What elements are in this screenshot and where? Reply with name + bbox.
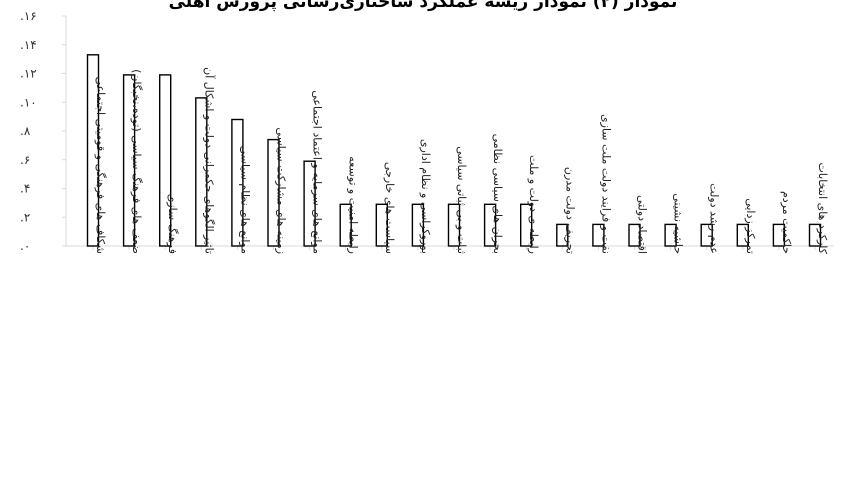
bar <box>303 160 316 247</box>
chart-title: نمودار (۲) نمودار ریشه عملکرد ساختاری‌رس… <box>169 0 678 12</box>
y-tick-label: .۱۲ <box>20 67 37 81</box>
bar <box>231 118 244 247</box>
bar <box>483 203 497 247</box>
bar <box>808 223 822 247</box>
bar <box>592 223 605 247</box>
category-label: موانع های نظام سیاسی <box>238 146 251 254</box>
bar <box>122 74 136 247</box>
bar <box>772 223 786 247</box>
y-tick-label: .۸ <box>20 124 31 138</box>
bar <box>339 203 352 247</box>
bar <box>736 223 749 247</box>
category-label: زمینه های مشارکت سیاسی <box>275 127 288 254</box>
bar <box>520 203 533 247</box>
bar <box>86 54 100 247</box>
category-label: بوروکراسی و نظام اداری <box>419 139 432 254</box>
bar <box>267 138 280 247</box>
category-label: ثبات و بی ثباتی سیاسی <box>455 146 468 254</box>
category-label: تحریف دولت مدرن <box>563 167 576 254</box>
y-tick-label: .۶ <box>20 153 30 167</box>
y-tick-label: .۱۴ <box>20 38 37 52</box>
category-label: حاکمیت مردم <box>780 191 793 254</box>
category-label: موانع های سرمایه و اعتماد اجتماعی <box>311 90 324 254</box>
category-label: سیاست های خارجی <box>383 162 396 254</box>
y-tick-label: .۲ <box>20 210 30 224</box>
bar <box>411 203 425 247</box>
bar <box>195 97 208 247</box>
category-label: کارکرد های انتخابات <box>816 162 829 254</box>
bar-layer <box>86 54 822 247</box>
category-label: حاشیه نشینی <box>672 193 685 254</box>
category-label: رابطه امنیت و توسعه <box>347 156 360 254</box>
category-label: فرهنگ سازی <box>166 194 179 254</box>
category-label-layer: شکاف های فرهنگی و قومیتی اجتماعی ضعف های … <box>94 67 829 255</box>
bar <box>628 223 641 247</box>
bar <box>375 203 388 247</box>
category-label: عدم رشد دولت <box>708 183 721 254</box>
bar <box>664 223 677 247</box>
y-tick-label: .۴ <box>20 182 30 196</box>
category-label: نفت و فرایند دولت ملت سازی <box>599 114 612 254</box>
axis-layer: .۰ .۲ .۴ .۶ .۸ .۱۰ .۱۲ .۱۴ .۱۶ <box>20 9 834 253</box>
category-label: اقتصاد دولتی <box>636 195 649 254</box>
category-label: رابطه ی دولت و ملت <box>527 155 540 254</box>
category-label: تمرکز زدایی <box>744 198 757 254</box>
bar <box>556 223 569 247</box>
category-label: تاثیر الگوهای حکمرانی دولت و اشکال آن <box>202 67 216 254</box>
y-tick-label: .۱۰ <box>20 95 37 109</box>
category-label: شکاف های فرهنگی و قومیتی اجتماعی <box>94 76 107 254</box>
category-label: بحران های سیاسی نظامی <box>491 134 504 254</box>
bar <box>158 74 172 247</box>
y-tick-label: .۱۶ <box>20 9 37 23</box>
bar <box>447 203 461 247</box>
category-label: ضعف های فرهنگ سیاسی (توده،نخبگان) <box>130 69 143 254</box>
bar <box>700 223 713 247</box>
y-tick-label: .۰ <box>20 239 30 253</box>
